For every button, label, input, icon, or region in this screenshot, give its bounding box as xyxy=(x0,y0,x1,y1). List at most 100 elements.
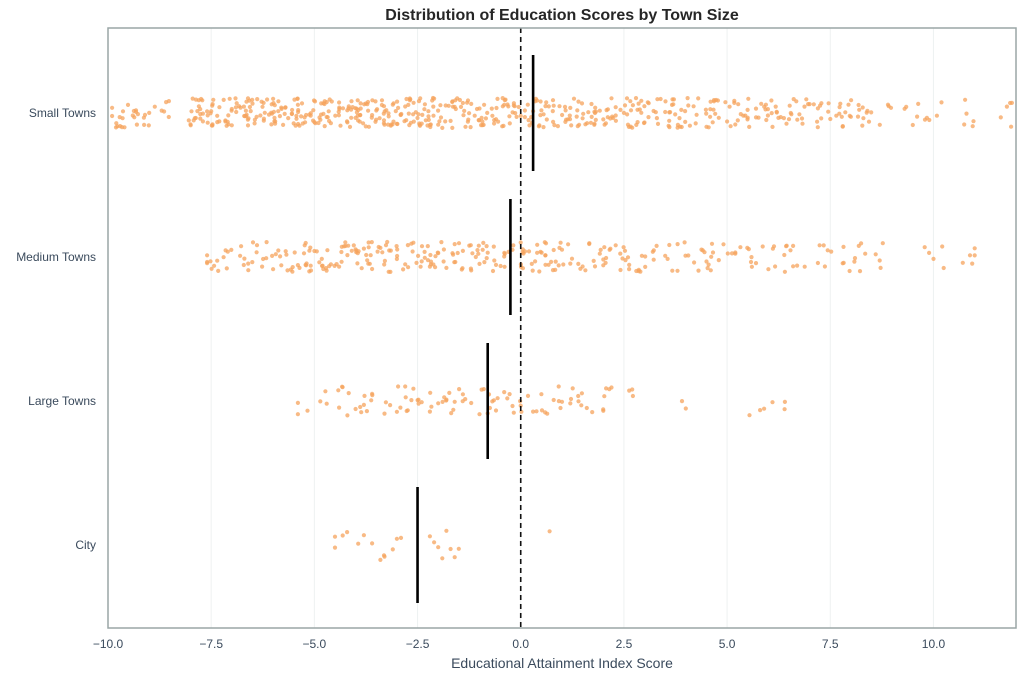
data-point xyxy=(526,249,532,254)
data-point xyxy=(317,115,322,120)
data-point xyxy=(877,122,882,127)
data-point xyxy=(403,262,408,267)
data-point xyxy=(373,119,378,124)
data-point xyxy=(426,117,431,122)
data-point xyxy=(941,265,946,271)
data-point xyxy=(553,267,558,272)
data-point xyxy=(110,105,115,110)
data-point xyxy=(361,402,366,407)
data-point xyxy=(361,121,366,126)
data-point xyxy=(370,98,375,103)
data-point xyxy=(344,119,350,124)
data-point xyxy=(368,253,373,258)
data-point xyxy=(152,104,157,109)
data-point xyxy=(709,241,715,246)
data-point xyxy=(869,110,874,115)
data-point xyxy=(861,116,866,121)
data-point xyxy=(593,117,598,122)
data-point xyxy=(605,107,611,112)
data-point xyxy=(791,97,796,102)
data-point xyxy=(370,541,375,546)
data-point xyxy=(562,104,568,109)
data-point xyxy=(655,97,660,102)
data-point xyxy=(748,259,754,265)
y-tick-label: Medium Towns xyxy=(16,250,96,264)
data-point xyxy=(241,104,246,109)
data-point xyxy=(364,409,369,414)
data-point xyxy=(531,409,536,414)
data-point xyxy=(456,546,461,551)
data-point xyxy=(215,120,220,125)
data-point xyxy=(671,97,677,102)
data-point xyxy=(586,110,591,115)
data-point xyxy=(692,260,697,265)
data-point xyxy=(248,109,253,114)
data-point xyxy=(439,240,444,245)
data-point xyxy=(609,96,614,101)
data-point xyxy=(358,113,363,118)
data-point xyxy=(584,405,589,411)
data-point xyxy=(359,266,364,271)
data-point xyxy=(546,262,551,267)
data-point xyxy=(338,123,343,128)
data-point xyxy=(727,104,732,109)
data-point xyxy=(561,262,566,267)
data-point xyxy=(385,239,390,245)
data-point xyxy=(625,112,630,117)
data-point xyxy=(841,244,846,249)
data-point xyxy=(282,111,287,116)
data-point xyxy=(563,119,568,124)
data-point xyxy=(260,264,265,269)
data-point xyxy=(597,108,602,113)
data-point xyxy=(349,248,354,253)
data-point xyxy=(332,545,338,550)
data-point xyxy=(427,409,432,414)
data-point xyxy=(492,121,497,126)
data-point xyxy=(822,264,828,269)
data-point xyxy=(223,119,228,124)
data-point xyxy=(825,248,830,253)
data-point xyxy=(967,253,973,258)
data-point xyxy=(760,244,765,249)
data-point xyxy=(567,117,573,122)
data-point xyxy=(442,395,447,400)
data-point xyxy=(299,114,304,119)
data-point xyxy=(254,243,260,248)
data-point xyxy=(359,410,364,415)
data-point xyxy=(839,114,844,119)
data-point xyxy=(567,113,572,118)
data-point xyxy=(547,529,552,534)
data-point xyxy=(447,390,452,395)
data-point xyxy=(627,388,632,393)
data-point xyxy=(388,248,393,253)
data-point xyxy=(186,118,191,123)
data-point xyxy=(398,535,404,541)
data-point xyxy=(377,116,382,121)
data-point xyxy=(224,123,229,128)
data-point xyxy=(131,108,136,114)
data-point xyxy=(258,113,263,118)
data-point xyxy=(696,268,701,273)
data-point xyxy=(663,99,668,104)
data-point xyxy=(409,241,414,246)
data-point xyxy=(448,118,453,123)
data-point xyxy=(613,243,618,248)
data-point xyxy=(270,253,275,258)
data-point xyxy=(1009,124,1014,129)
data-point xyxy=(361,533,366,538)
data-point xyxy=(284,252,289,257)
data-point xyxy=(205,120,210,125)
data-point xyxy=(691,104,696,109)
data-point xyxy=(366,240,371,245)
data-point xyxy=(579,391,585,396)
data-point xyxy=(576,399,581,404)
x-tick-label: −7.5 xyxy=(199,637,223,651)
data-point xyxy=(343,240,348,245)
data-point xyxy=(922,245,927,250)
data-point xyxy=(115,124,120,129)
data-point xyxy=(229,106,234,112)
data-point xyxy=(473,254,478,260)
data-point xyxy=(422,107,427,112)
data-point xyxy=(229,123,234,128)
data-point xyxy=(254,250,259,255)
